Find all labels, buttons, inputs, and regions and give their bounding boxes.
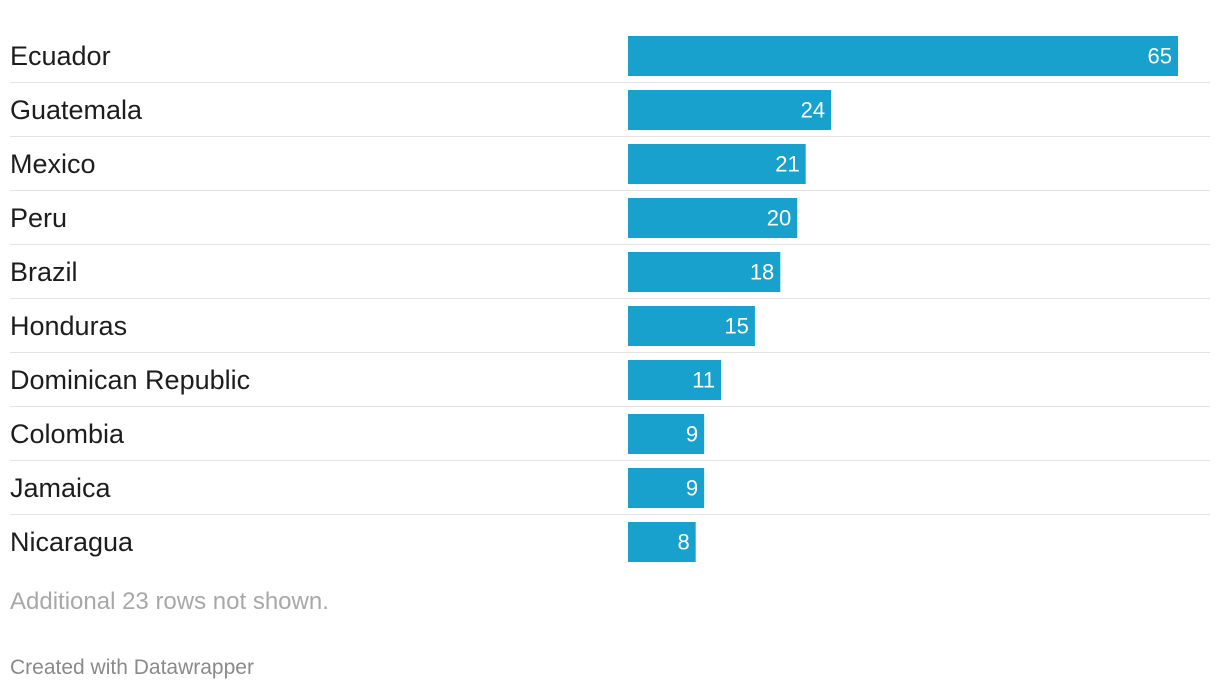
- category-label: Ecuador: [10, 41, 111, 71]
- chart-notes: Additional 23 rows not shown.: [10, 588, 329, 615]
- category-label: Peru: [10, 203, 67, 233]
- bar-chart: Ecuador 65 Guatemala 24 Mexico 21 Peru 20 Brazil…: [10, 36, 1210, 562]
- bar: [628, 90, 832, 130]
- bar-row: Brazil 18: [10, 252, 1210, 299]
- value-label: 20: [767, 206, 791, 231]
- value-label: 9: [686, 476, 698, 501]
- category-label: Honduras: [10, 311, 127, 341]
- value-label: 8: [677, 530, 689, 555]
- category-label: Mexico: [10, 149, 96, 179]
- category-label: Jamaica: [10, 473, 112, 503]
- bar-row: Peru 20: [10, 198, 1210, 245]
- value-label: 11: [692, 368, 715, 393]
- bar: [628, 414, 705, 454]
- bar-row: Dominican Republic 11: [10, 360, 1210, 407]
- credit-footer: Created with Datawrapper: [10, 656, 254, 679]
- value-label: 65: [1148, 44, 1172, 69]
- category-label: Brazil: [10, 257, 78, 287]
- bar: [628, 198, 798, 238]
- bar-row: Honduras 15: [10, 306, 1210, 353]
- bar: [628, 360, 722, 400]
- bar-row: Mexico 21: [10, 144, 1210, 191]
- bar-row: Colombia 9: [10, 414, 1210, 461]
- category-label: Colombia: [10, 419, 125, 449]
- value-label: 9: [686, 422, 698, 447]
- bar-row: Nicaragua 8: [10, 522, 696, 562]
- value-label: 21: [775, 152, 799, 177]
- value-label: 24: [801, 98, 825, 123]
- value-label: 15: [724, 314, 748, 339]
- category-label: Guatemala: [10, 95, 143, 125]
- bar: [628, 252, 781, 292]
- bar: [628, 306, 755, 346]
- value-label: 18: [750, 260, 774, 285]
- category-label: Dominican Republic: [10, 365, 250, 395]
- bar: [628, 522, 696, 562]
- bar-row: Guatemala 24: [10, 90, 1210, 137]
- category-label: Nicaragua: [10, 527, 134, 557]
- bar-row: Jamaica 9: [10, 468, 1210, 515]
- bar: [628, 468, 705, 508]
- bar: [628, 36, 1178, 76]
- bar-row: Ecuador 65: [10, 36, 1210, 83]
- bar: [628, 144, 806, 184]
